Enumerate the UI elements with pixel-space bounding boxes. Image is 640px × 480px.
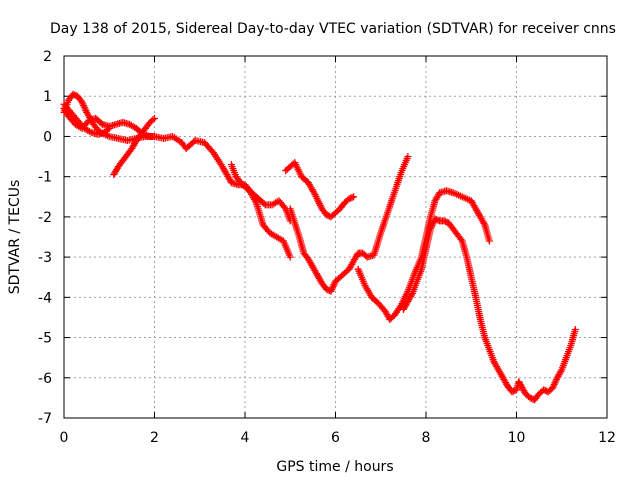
- y-tick-label: -1: [38, 170, 52, 186]
- series-arc-3: [60, 100, 113, 138]
- data-point: [549, 384, 557, 392]
- data-point: [540, 386, 548, 394]
- data-point: [550, 380, 558, 388]
- data-point: [104, 126, 112, 134]
- data-point: [325, 212, 333, 220]
- data-point: [457, 236, 465, 244]
- data-point: [78, 98, 86, 106]
- data-point: [480, 219, 488, 227]
- data-point: [551, 379, 559, 387]
- x-tick-label: 8: [422, 430, 431, 446]
- data-point: [348, 193, 356, 201]
- data-point: [440, 217, 448, 225]
- x-tick-label: 10: [508, 430, 526, 446]
- data-point: [286, 253, 294, 261]
- data-point: [149, 116, 157, 124]
- data-point: [329, 282, 337, 290]
- data-point: [427, 223, 435, 231]
- x-tick-label: 4: [241, 430, 250, 446]
- data-point: [571, 326, 579, 334]
- y-tick-label: -2: [38, 210, 52, 226]
- data-point: [408, 291, 416, 299]
- series-arc-5: [227, 161, 294, 261]
- data-point: [549, 382, 557, 390]
- data-point: [151, 114, 158, 122]
- data-point: [328, 286, 336, 294]
- series-arc-6: [282, 159, 358, 221]
- x-tick-label: 12: [598, 430, 616, 446]
- y-tick-label: 0: [43, 129, 52, 145]
- data-point: [543, 387, 551, 395]
- y-ticks: -7 -6 -5 -4 -3 -2 -1 0 1 2: [38, 49, 607, 427]
- data-point: [80, 102, 88, 110]
- x-tick-label: 2: [150, 430, 159, 446]
- data-point: [485, 237, 493, 245]
- data-point: [508, 388, 516, 396]
- data-point: [434, 216, 442, 224]
- y-tick-label: -6: [38, 371, 52, 387]
- data-point: [330, 281, 338, 289]
- data-point: [327, 287, 335, 295]
- data-point: [433, 216, 441, 224]
- x-tick-label: 6: [331, 430, 340, 446]
- data-point: [345, 195, 353, 203]
- y-tick-label: 2: [43, 49, 52, 65]
- data-point: [557, 367, 565, 375]
- y-axis-label: SDTVAR / TECUs: [7, 180, 23, 295]
- x-axis-label: GPS time / hours: [276, 459, 393, 475]
- data-point: [79, 100, 87, 108]
- y-tick-label: 1: [43, 89, 52, 105]
- chart-title: Day 138 of 2015, Sidereal Day-to-day VTE…: [50, 21, 616, 37]
- data-point: [260, 200, 268, 208]
- y-tick-label: -7: [38, 411, 52, 427]
- series-arc-7: [286, 153, 412, 295]
- data-point: [328, 284, 336, 292]
- data-point: [509, 387, 517, 395]
- series-arc-4: [110, 114, 158, 179]
- data-point: [431, 215, 439, 223]
- data-point: [404, 153, 412, 161]
- data-point: [80, 103, 88, 111]
- data-point: [322, 211, 330, 219]
- data-point: [442, 218, 450, 226]
- data-point: [552, 377, 560, 385]
- data-point: [347, 194, 355, 202]
- series-arc-9: [399, 215, 579, 404]
- grid: [64, 56, 607, 418]
- y-tick-label: -5: [38, 331, 52, 347]
- data-point: [427, 225, 435, 233]
- data-point: [81, 105, 89, 113]
- data-point: [429, 220, 437, 228]
- data-point: [105, 124, 113, 132]
- data-point: [69, 90, 77, 98]
- x-ticks: 0 2 4 6 8 10 12: [60, 56, 616, 446]
- y-tick-label: -4: [38, 290, 52, 306]
- data-point: [350, 193, 358, 201]
- data-point: [71, 91, 79, 99]
- data-point: [280, 203, 288, 211]
- data-point: [428, 222, 436, 230]
- x-tick-label: 0: [60, 430, 69, 446]
- y-tick-label: -3: [38, 250, 52, 266]
- data-points: [60, 90, 579, 404]
- data-point: [552, 375, 560, 383]
